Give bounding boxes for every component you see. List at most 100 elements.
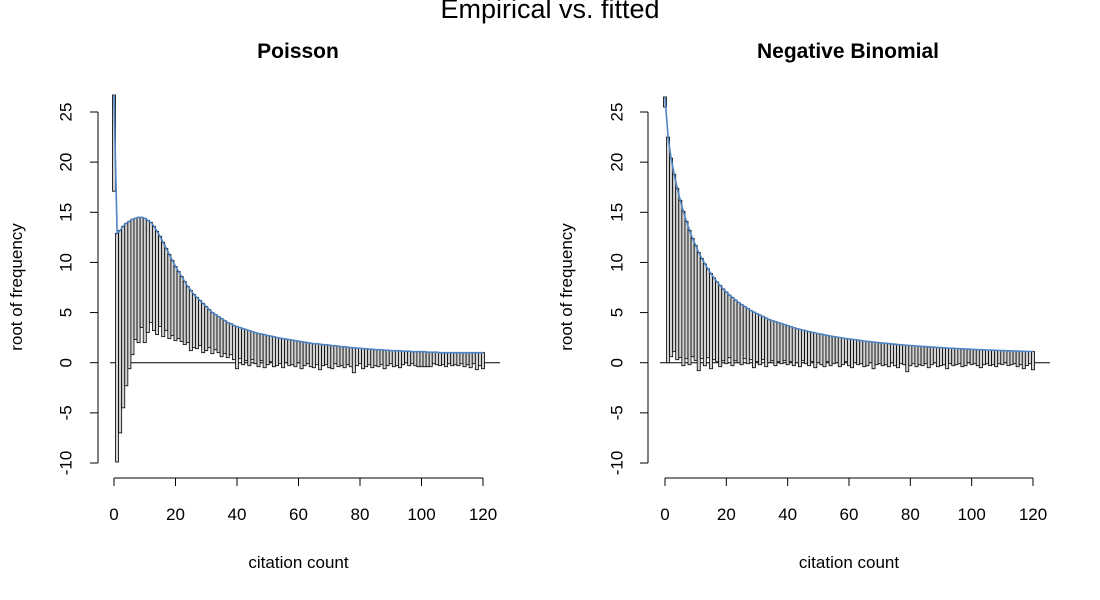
negbin-bar	[761, 316, 766, 361]
negbin-bar	[816, 333, 821, 364]
negbin-bar	[936, 346, 940, 368]
negbin-bar	[724, 291, 729, 365]
negbin-bar	[1012, 350, 1017, 365]
poisson-bar	[391, 350, 396, 368]
poisson-bar	[299, 341, 304, 370]
poisson-bar	[222, 320, 227, 355]
negbin-bar	[755, 313, 759, 363]
poisson-bar	[219, 318, 224, 358]
negbin-y-tick-label: 10	[608, 253, 627, 272]
negbin-bar	[712, 277, 716, 361]
negbin-bar	[718, 285, 723, 368]
poisson-bar	[336, 345, 341, 368]
negbin-bar	[886, 343, 891, 368]
negbin-y-tick-label: 20	[608, 153, 627, 172]
negbin-bar	[911, 345, 916, 365]
poisson-bar	[185, 286, 190, 344]
negbin-bar	[966, 348, 971, 364]
poisson-bar	[238, 327, 243, 360]
negbin-bar	[770, 320, 775, 362]
negbin-bar	[748, 310, 753, 361]
poisson-bar	[124, 222, 129, 387]
negbin-bar	[865, 340, 870, 367]
negbin-bar	[874, 341, 879, 366]
poisson-fitted-curve	[113, 94, 483, 354]
poisson-bar	[459, 352, 464, 365]
negbin-bar	[877, 342, 882, 365]
poisson-bar	[367, 348, 372, 366]
negbin-bar	[779, 323, 784, 365]
negbin-x-tick-label: 60	[840, 505, 859, 524]
negbin-bar	[672, 173, 677, 353]
poisson-bar	[195, 297, 199, 350]
negbin-bar	[862, 340, 867, 368]
negbin-x-axis-label: citation count	[799, 553, 899, 572]
negbin-bar	[929, 346, 934, 366]
negbin-bar	[1021, 350, 1026, 370]
negbin-bar	[791, 327, 796, 367]
poisson-bar	[401, 350, 405, 366]
poisson-bar	[398, 350, 402, 369]
poisson-bar	[161, 241, 166, 338]
negbin-y-tick-label: 0	[608, 358, 627, 367]
negbin-bar	[696, 251, 701, 372]
negbin-bar	[1015, 350, 1020, 368]
negbin-bar	[699, 258, 704, 360]
poisson-bar	[281, 338, 286, 369]
poisson-bar	[434, 351, 439, 366]
poisson-bar	[136, 216, 141, 344]
poisson-bar	[453, 352, 458, 366]
poisson-bar	[145, 219, 150, 334]
poisson-bar	[376, 349, 381, 368]
negbin-bar	[687, 229, 692, 366]
poisson-bar	[416, 351, 421, 368]
negbin-bar	[776, 322, 781, 363]
figure-title: Empirical vs. fitted	[440, 0, 660, 24]
negbin-bar	[896, 344, 900, 369]
poisson-bar	[438, 352, 442, 367]
negbin-bar	[994, 349, 999, 368]
negbin-y-tick-label: 5	[608, 308, 627, 317]
poisson-bar	[231, 325, 236, 361]
negbin-bar	[825, 335, 830, 363]
negbin-bar	[834, 336, 839, 364]
poisson-bar	[167, 254, 172, 340]
poisson-x-tick-label: 80	[351, 505, 370, 524]
negbin-bar	[850, 338, 854, 369]
poisson-bar	[176, 271, 181, 340]
poisson-y-axis-label: root of frequency	[7, 223, 26, 351]
negbin-bar	[782, 324, 787, 362]
negbin-bar	[709, 273, 713, 370]
poisson-bar	[158, 235, 163, 328]
poisson-bar	[247, 330, 252, 367]
poisson-bar	[444, 352, 449, 368]
negbin-bar	[690, 237, 695, 358]
negbin-bar	[972, 348, 977, 365]
poisson-bar	[477, 352, 482, 367]
poisson-bar	[244, 329, 249, 362]
negbin-bar	[752, 311, 756, 369]
poisson-y-tick-label: -5	[57, 405, 76, 420]
negbin-bar	[715, 281, 720, 363]
poisson-y-tick-label: -10	[57, 451, 76, 476]
negbin-bar	[819, 333, 824, 366]
poisson-x-tick-label: 100	[407, 505, 435, 524]
negbin-bar	[963, 348, 968, 367]
negbin-panel-title: Negative Binomial	[757, 40, 939, 63]
negbin-bar	[807, 331, 812, 367]
negbin-bar	[813, 332, 818, 369]
poisson-bar	[275, 337, 279, 367]
poisson-bar	[173, 266, 178, 342]
poisson-bar	[118, 229, 123, 434]
poisson-bar	[271, 336, 276, 368]
poisson-bar	[462, 352, 467, 368]
poisson-bar	[407, 350, 412, 367]
negbin-bar	[1000, 350, 1005, 366]
poisson-bar	[351, 347, 356, 374]
poisson-bar	[450, 352, 455, 367]
negbin-bar	[914, 345, 919, 368]
poisson-bar	[330, 345, 335, 370]
negbin-bar	[871, 341, 876, 370]
poisson-panel-title: Poisson	[257, 40, 339, 63]
poisson-bar	[296, 340, 301, 364]
